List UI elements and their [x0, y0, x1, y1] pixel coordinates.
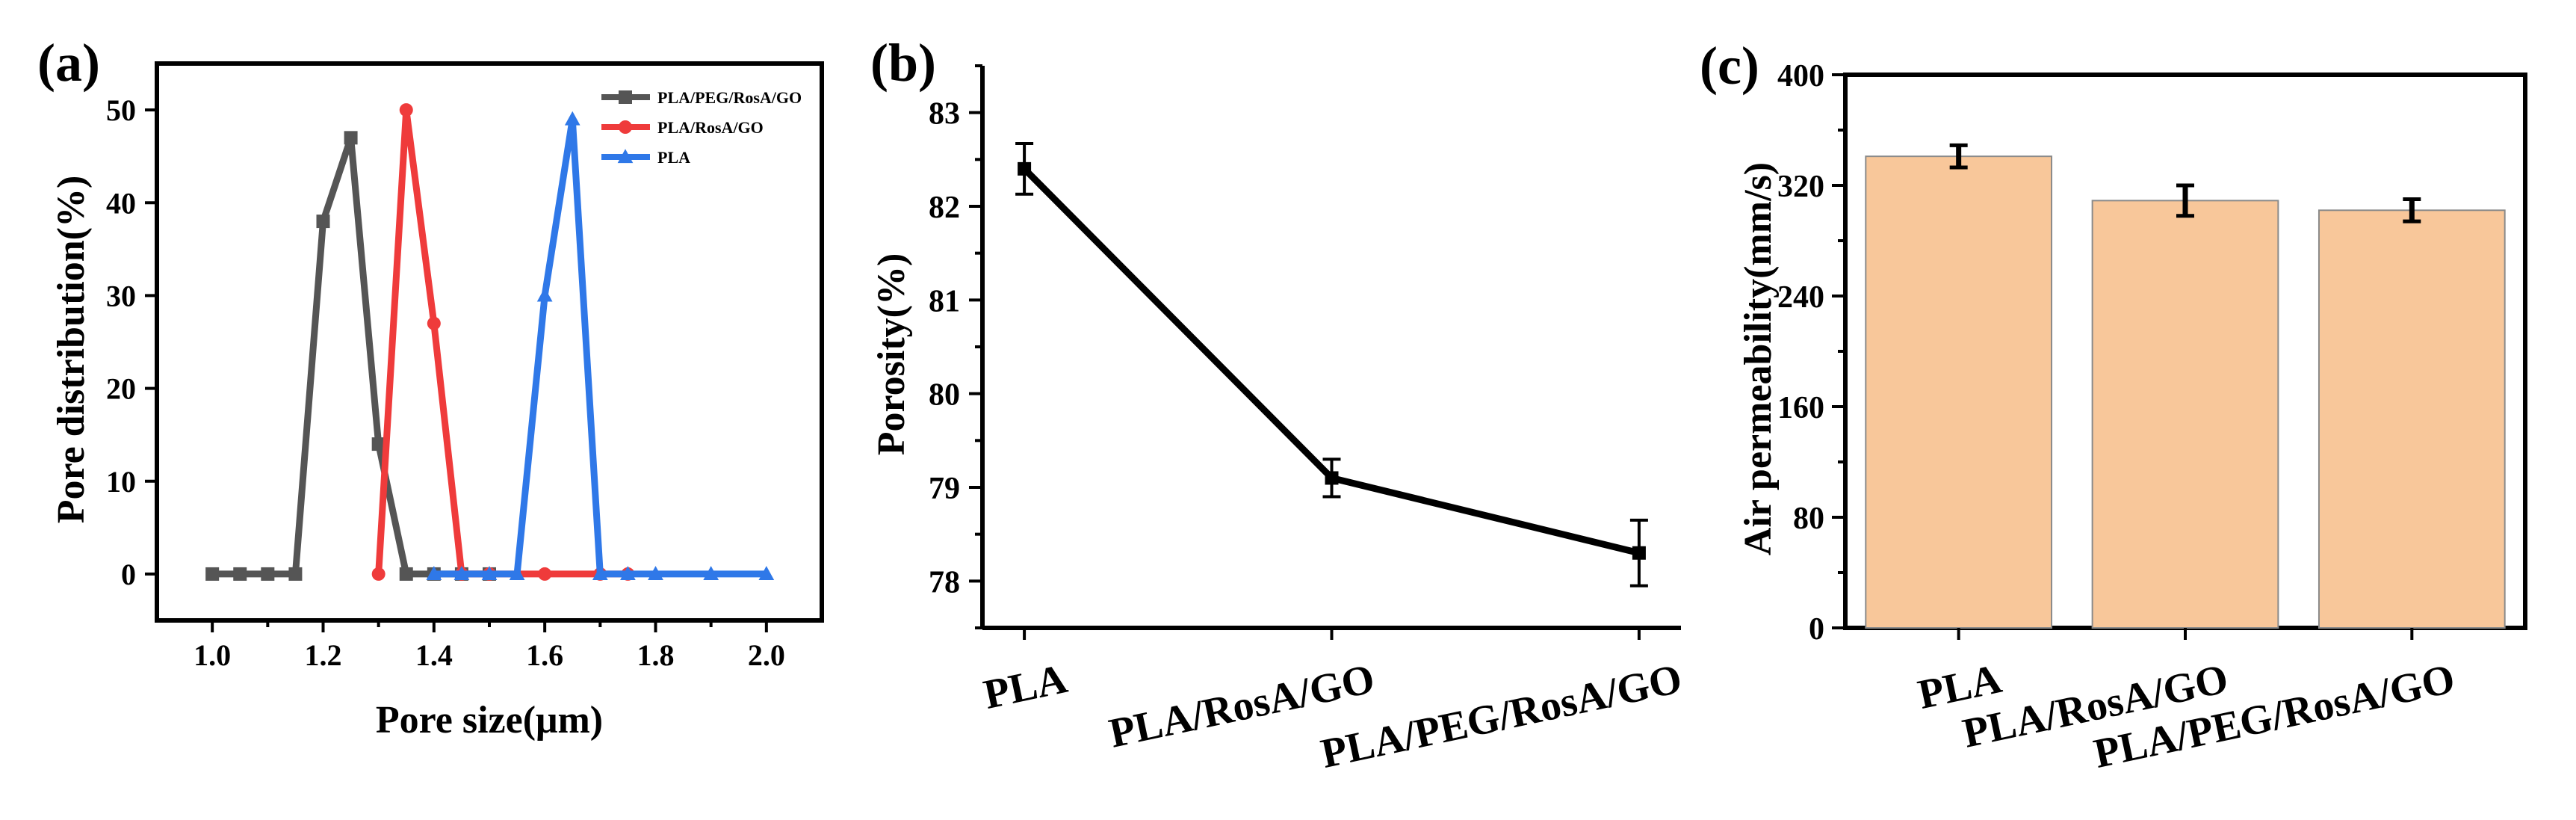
panel-b-y-tick-label: 79	[929, 472, 960, 506]
panel-a-pore-distribution-chart: (a) 0 10 20 30 40 50 1.0 1.2 1.4 1.6 1.8 2.0 Pore siz…	[37, 33, 824, 742]
panel-a-series-line-pla	[433, 116, 767, 578]
panel-c-bar	[2091, 200, 2279, 629]
panel-a-data-point-pla-peg-rosa-go	[233, 567, 247, 581]
panel-a-x-tick-label: 1.6	[526, 638, 563, 672]
panel-a-legend-label: PLA/RosA/GO	[657, 118, 764, 137]
panel-a-data-point-pla-rosa-go	[427, 316, 441, 330]
panel-a-x-tick-label: 2.0	[748, 638, 785, 672]
panel-b-y-tick-label: 78	[929, 565, 960, 599]
panel-a-y-tick-label: 10	[106, 465, 136, 499]
panel-a-y-tick-label: 30	[106, 279, 136, 312]
panel-a-data-point-pla	[592, 566, 608, 581]
panel-b-y-tick-label: 81	[929, 284, 960, 318]
panel-a-data-point-pla	[426, 566, 442, 581]
panel-a-data-point-pla-peg-rosa-go	[316, 215, 330, 229]
panel-a-data-point-pla-peg-rosa-go	[288, 567, 303, 581]
panel-b-y-tick-label: 82	[929, 191, 960, 225]
panel-a-series-pla	[426, 111, 775, 581]
panel-a-legend-label: PLA/PEG/RosA/GO	[657, 88, 802, 107]
panel-b-y-tick-label: 83	[929, 97, 960, 132]
panel-a-data-point-pla-peg-rosa-go	[205, 567, 220, 581]
panel-c-bar	[2318, 209, 2506, 629]
panel-c-y-tick-label: 240	[1777, 280, 1824, 315]
panel-b-y-axis-title: Porosity(%)	[870, 253, 913, 456]
panel-a-axes-frame	[155, 61, 824, 623]
panel-a-y-axis-title: Pore distribution(%)	[50, 176, 93, 524]
panel-a-data-point-pla	[453, 566, 470, 581]
panel-c-y-tick-label: 0	[1809, 612, 1824, 647]
panel-a-legend: PLA/PEG/RosA/GO PLA/RosA/GO PLA	[601, 88, 802, 167]
panel-a-x-axis-title: Pore size(μm)	[376, 699, 603, 742]
panel-a-y-tick-label: 40	[106, 186, 136, 220]
panel-a-data-point-pla-peg-rosa-go	[371, 437, 386, 451]
panel-b-x-tick-label: PLA	[979, 656, 1071, 718]
panel-a-data-point-pla-peg-rosa-go	[261, 567, 275, 581]
panel-c-bar	[1865, 155, 2053, 629]
panel-b-data-point	[1018, 161, 1032, 176]
panel-c-y-tick-label: 400	[1777, 59, 1824, 93]
panel-a-series-line-pla-rosa-go	[375, 106, 628, 578]
panel-a-x-tick-label: 1.4	[415, 638, 453, 672]
panel-a-series-line-pla-peg-rosa-go	[212, 134, 489, 578]
panel-a-data-point-pla	[509, 566, 525, 581]
panel-c-y-tick-label: 80	[1793, 502, 1824, 536]
panel-b-data-point	[1325, 471, 1339, 485]
panel-c-y-tick-label: 160	[1777, 391, 1824, 425]
panel-a-label: (a)	[37, 33, 100, 93]
panel-c-air-permeability-chart: (c) 0 80 160 240 320 400 Air permeability(mm/s)…	[1700, 36, 2527, 777]
panel-a-legend-label: PLA	[657, 148, 690, 167]
panel-a-legend-marker	[619, 120, 632, 134]
panel-a-y-tick-label: 50	[106, 93, 136, 127]
panel-a-legend-marker	[617, 149, 634, 164]
panel-a-data-point-pla	[536, 287, 553, 302]
panel-a-data-point-pla	[481, 566, 498, 581]
panel-a-data-point-pla	[564, 111, 580, 126]
panel-a-data-point-pla-peg-rosa-go	[344, 131, 358, 145]
panel-a-data-point-pla-peg-rosa-go	[399, 567, 413, 581]
panel-b-data-point	[1632, 546, 1646, 560]
panel-c-y-axis-title: Air permeability(mm/s)	[1737, 162, 1780, 555]
panel-a-y-tick-label: 0	[121, 558, 136, 591]
panel-b-y-tick-label: 80	[929, 378, 960, 413]
panel-a-data-point-pla-rosa-go	[399, 103, 413, 117]
panel-a-y-tick-label: 20	[106, 372, 136, 406]
panel-a-data-point-pla-rosa-go	[371, 567, 386, 581]
panel-a-x-tick-label: 1.8	[637, 638, 675, 672]
panel-a-data-point-pla	[648, 566, 663, 581]
panel-b-label: (b)	[870, 33, 936, 93]
panel-a-data-point-pla	[758, 566, 775, 581]
panel-a-data-point-pla	[703, 566, 719, 581]
panel-c-label: (c)	[1700, 36, 1759, 96]
panel-a-data-point-pla-rosa-go	[538, 567, 552, 581]
panel-a-x-tick-label: 1.2	[305, 638, 342, 672]
panel-a-legend-marker	[619, 90, 632, 104]
panel-a-data-point-pla	[620, 566, 636, 581]
panel-c-y-tick-label: 320	[1777, 170, 1824, 204]
panel-a-x-tick-label: 1.0	[193, 638, 231, 672]
